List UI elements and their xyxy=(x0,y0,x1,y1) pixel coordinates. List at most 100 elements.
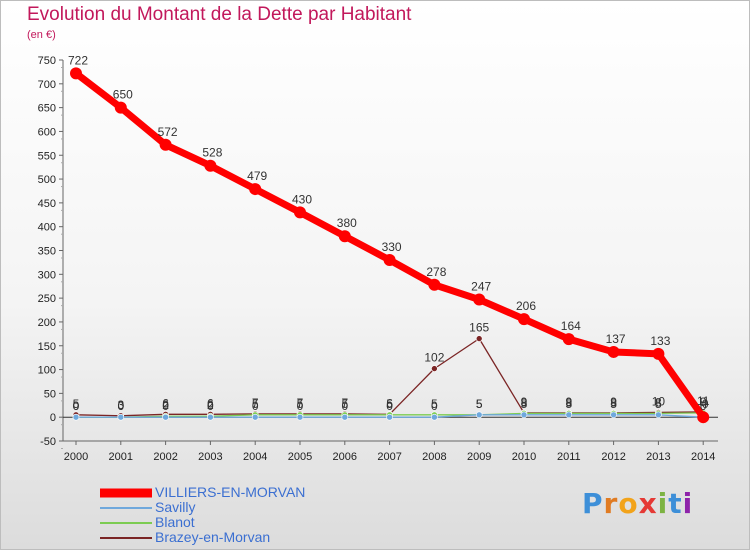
data-label: 278 xyxy=(426,265,446,279)
data-label: 247 xyxy=(471,280,491,294)
data-label: 0 xyxy=(700,399,707,413)
y-tick-label: 350 xyxy=(38,246,56,258)
data-label: 722 xyxy=(68,53,88,67)
proxiti-logo: Proxiti xyxy=(582,487,693,520)
y-tick-label: -50 xyxy=(40,436,56,448)
data-label: 479 xyxy=(247,169,267,183)
y-tick-label: 600 xyxy=(38,126,56,138)
data-label: 572 xyxy=(158,125,178,139)
data-label: 11 xyxy=(697,394,710,408)
data-label: 8 xyxy=(610,395,617,409)
y-tick-label: 250 xyxy=(38,293,56,305)
y-tick-label: 300 xyxy=(38,269,56,281)
logo-letter: x xyxy=(638,487,658,520)
y-tick-label: 550 xyxy=(38,150,56,162)
data-label: 3 xyxy=(117,398,124,412)
data-label: 650 xyxy=(113,88,133,102)
legend-label: Savilly xyxy=(155,499,196,515)
data-label: 9 xyxy=(700,395,707,409)
data-label: 7 xyxy=(341,396,348,410)
x-tick-label: 2004 xyxy=(243,451,267,463)
chart-title: Evolution du Montant de la Dette par Hab… xyxy=(27,4,412,25)
data-label: 0 xyxy=(73,399,80,413)
y-tick-label: 700 xyxy=(38,79,56,91)
data-label: 8 xyxy=(655,395,662,409)
legend-swatch-blanot xyxy=(100,521,152,524)
data-label: 5 xyxy=(386,397,393,411)
x-tick-label: 2012 xyxy=(601,451,625,463)
logo-letter: t xyxy=(668,487,683,520)
data-label: 6 xyxy=(386,396,393,410)
data-point xyxy=(386,413,393,421)
data-label: 8 xyxy=(521,395,528,409)
y-tick-label: 200 xyxy=(38,317,56,329)
data-label: 133 xyxy=(650,334,670,348)
y-tick-label: 650 xyxy=(38,103,56,115)
data-point xyxy=(162,413,169,421)
data-point xyxy=(607,345,620,358)
data-point xyxy=(294,206,306,219)
data-label: 5 xyxy=(252,397,259,411)
legend-label: VILLIERS-EN-MORVAN xyxy=(155,484,306,500)
data-label: 9 xyxy=(610,395,617,409)
data-label: 5 xyxy=(610,397,617,411)
x-tick-label: 2000 xyxy=(64,451,88,463)
data-label: 330 xyxy=(382,240,402,254)
x-tick-label: 2008 xyxy=(422,451,446,463)
data-label: 6 xyxy=(207,396,214,410)
logo-letter: o xyxy=(618,487,639,520)
x-tick-label: 2009 xyxy=(467,451,491,463)
data-point xyxy=(114,101,127,114)
data-label: 102 xyxy=(424,351,444,365)
data-label: 2 xyxy=(207,398,214,412)
data-label: 7 xyxy=(252,396,259,410)
data-point xyxy=(341,413,349,421)
data-label: 206 xyxy=(516,299,536,313)
logo-letter: i xyxy=(682,487,694,520)
x-tick-label: 2010 xyxy=(512,451,536,463)
legend-label: Brazey-en-Morvan xyxy=(155,529,271,545)
data-label: 5 xyxy=(521,397,528,411)
data-label: 0 xyxy=(702,397,709,411)
data-point xyxy=(207,413,214,421)
data-label: 0 xyxy=(431,399,438,413)
data-point xyxy=(652,347,665,360)
y-tick-label: 750 xyxy=(38,55,56,67)
y-tick-label: 450 xyxy=(38,198,56,210)
x-tick-label: 2007 xyxy=(377,451,401,463)
y-tick-label: 100 xyxy=(38,365,56,377)
data-label: 5 xyxy=(341,397,348,411)
chart-subtitle: (en €) xyxy=(27,29,56,41)
data-label: 5 xyxy=(476,397,483,411)
data-label: 0 xyxy=(207,399,214,413)
data-label: 0 xyxy=(117,399,124,413)
logo-letter: r xyxy=(603,487,619,520)
data-label: 0 xyxy=(252,399,259,413)
legend-swatch-savilly xyxy=(100,506,152,509)
data-point xyxy=(431,413,438,421)
data-point xyxy=(428,278,441,291)
x-tick-label: 2001 xyxy=(109,451,133,463)
x-tick-label: 2011 xyxy=(557,451,581,463)
data-point xyxy=(475,335,483,342)
logo-letter: i xyxy=(657,487,669,520)
data-label: 137 xyxy=(606,332,626,346)
data-label: 0 xyxy=(73,399,80,413)
legend-label: Blanot xyxy=(155,514,195,530)
data-label: 9 xyxy=(521,395,528,409)
data-label: 430 xyxy=(292,192,312,206)
data-point xyxy=(72,413,80,421)
data-label: 8 xyxy=(565,395,572,409)
data-point xyxy=(70,67,82,80)
x-tick-label: 2006 xyxy=(333,451,357,463)
data-label: 5 xyxy=(431,397,438,411)
data-label: 5 xyxy=(297,397,304,411)
data-point xyxy=(251,413,259,421)
data-point xyxy=(475,411,483,419)
data-point xyxy=(431,365,438,372)
legend-swatch-brazey-en-morvan xyxy=(100,536,152,539)
data-label: 6 xyxy=(162,396,169,410)
data-point xyxy=(473,293,486,306)
